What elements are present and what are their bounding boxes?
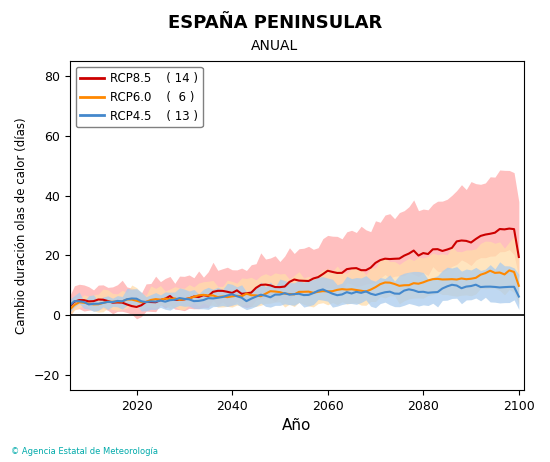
X-axis label: Año: Año: [282, 418, 311, 433]
Legend: RCP8.5    ( 14 ), RCP6.0    (  6 ), RCP4.5    ( 13 ): RCP8.5 ( 14 ), RCP6.0 ( 6 ), RCP4.5 ( 13…: [75, 67, 202, 128]
Text: ESPAÑA PENINSULAR: ESPAÑA PENINSULAR: [168, 14, 382, 32]
Text: ANUAL: ANUAL: [251, 39, 299, 53]
Text: © Agencia Estatal de Meteorología: © Agencia Estatal de Meteorología: [11, 448, 158, 456]
Y-axis label: Cambio duración olas de calor (días): Cambio duración olas de calor (días): [15, 117, 28, 334]
